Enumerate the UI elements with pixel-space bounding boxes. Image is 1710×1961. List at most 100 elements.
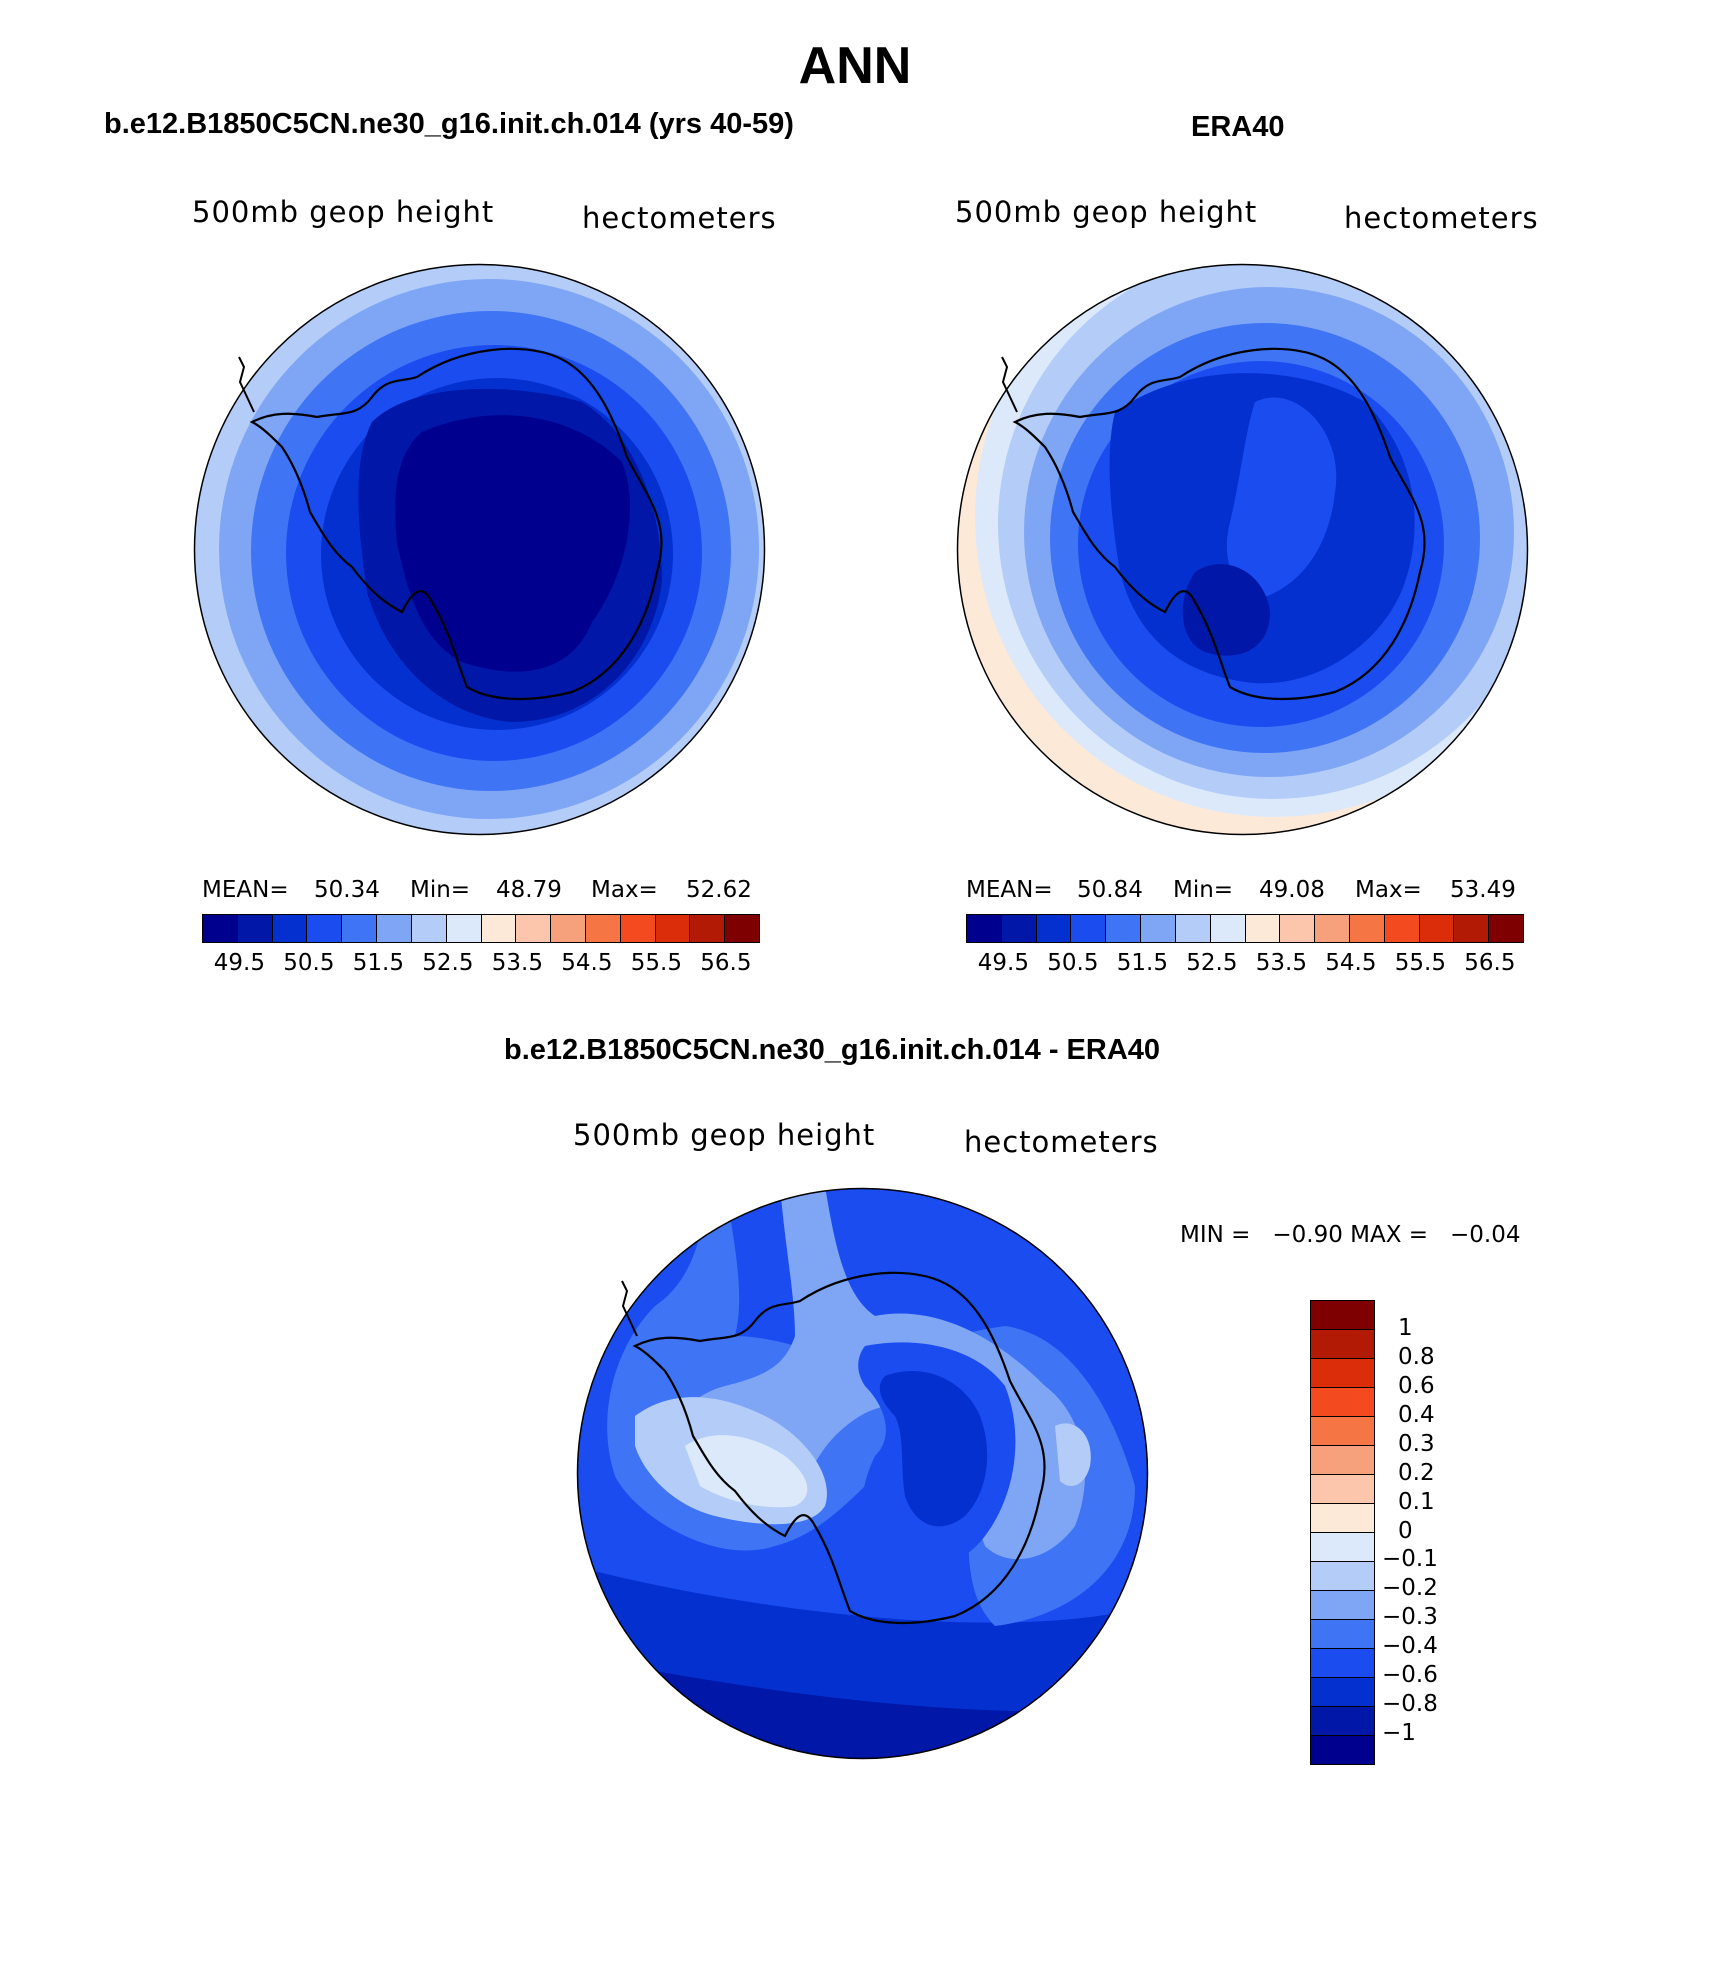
colorbar-tick-label: 54.5: [1325, 950, 1377, 976]
colorbar-swatch: [1311, 1736, 1374, 1764]
colorbar-swatch: [1245, 915, 1281, 942]
colorbar-tick-label: −0.2: [1382, 1575, 1438, 1602]
colorbar-tick-label: −0.6: [1382, 1662, 1438, 1689]
colorbar-tick-label: 53.5: [1255, 950, 1307, 976]
colorbar-swatch: [1311, 1301, 1374, 1330]
colorbar-swatch: [551, 915, 586, 942]
panel-1-colorbar: [202, 914, 760, 943]
colorbar-tick-label: 49.5: [213, 950, 265, 976]
colorbar-swatch: [307, 915, 343, 942]
colorbar-tick-label: 53.5: [491, 950, 543, 976]
difference-colorbar: [1310, 1300, 1375, 1765]
colorbar-tick-label: 51.5: [352, 950, 404, 976]
colorbar-tick-label: 0.3: [1398, 1430, 1435, 1457]
colorbar-swatch: [1210, 915, 1246, 942]
colorbar-tick-label: −0.4: [1382, 1633, 1438, 1660]
colorbar-tick-label: 50.5: [283, 950, 335, 976]
colorbar-swatch: [1106, 915, 1142, 942]
panel-2-colorbar-ticks: 49.5 50.5 51.5 52.5 53.5 54.5 55.5 56.5: [966, 950, 1522, 980]
colorbar-tick-label: 0.2: [1398, 1459, 1435, 1486]
panel-2-min-label: Min=: [1173, 877, 1234, 903]
colorbar-swatch: [1311, 1678, 1374, 1707]
colorbar-tick-label: 0.6: [1398, 1372, 1435, 1399]
colorbar-swatch: [1311, 1533, 1374, 1562]
colorbar-tick-label: 55.5: [630, 950, 682, 976]
colorbar-swatch: [725, 915, 759, 942]
colorbar-tick-label: 54.5: [561, 950, 613, 976]
colorbar-swatch: [481, 915, 517, 942]
colorbar-swatch: [1311, 1475, 1374, 1504]
colorbar-swatch: [1141, 915, 1176, 942]
colorbar-swatch: [1311, 1649, 1374, 1678]
colorbar-swatch: [1311, 1359, 1374, 1388]
panel-1-colorbar-ticks: 49.5 50.5 51.5 52.5 53.5 54.5 55.5 56.5: [202, 950, 758, 980]
colorbar-swatch: [1311, 1446, 1374, 1475]
colorbar-swatch: [1036, 915, 1072, 942]
colorbar-swatch: [237, 915, 273, 942]
panel-2-polar-map: [956, 263, 1529, 836]
colorbar-tick-label: −0.1: [1382, 1546, 1438, 1573]
colorbar-tick-label: 0.4: [1398, 1401, 1435, 1428]
colorbar-tick-label: −0.8: [1382, 1691, 1438, 1718]
colorbar-swatch: [1071, 915, 1107, 942]
colorbar-swatch: [1384, 915, 1420, 942]
colorbar-tick-label: 52.5: [1186, 950, 1238, 976]
colorbar-swatch: [1311, 1707, 1374, 1736]
colorbar-tick-label: 55.5: [1394, 950, 1446, 976]
panel-2-units-label: hectometers: [1344, 201, 1539, 235]
difference-coastline: [632, 1271, 1046, 1625]
panel-2-title: ERA40: [1191, 111, 1285, 143]
colorbar-tick-label: 0.1: [1398, 1488, 1435, 1515]
colorbar-swatch: [1454, 915, 1490, 942]
colorbar-swatch: [446, 915, 482, 942]
panel-1-title: b.e12.B1850C5CN.ne30_g16.init.ch.014 (yr…: [104, 108, 794, 140]
colorbar-swatch: [1311, 1388, 1374, 1417]
panel-1-units-label: hectometers: [582, 201, 777, 235]
colorbar-tick-label: 1: [1398, 1314, 1413, 1341]
panel-1-max-label: Max=: [591, 877, 658, 903]
colorbar-swatch: [1311, 1591, 1374, 1620]
colorbar-swatch: [655, 915, 691, 942]
colorbar-swatch: [272, 915, 308, 942]
panel-2-colorbar: [966, 914, 1524, 943]
difference-variable-label: 500mb geop height: [573, 1118, 876, 1152]
colorbar-swatch: [1311, 1417, 1374, 1446]
colorbar-tick-label: 56.5: [1464, 950, 1516, 976]
panel-1-mean-value: 50.34: [314, 877, 380, 903]
colorbar-swatch: [585, 915, 621, 942]
difference-colorbar-ticks: 1 0.8 0.6 0.4 0.3 0.2 0.1 0 −0.1 −0.2 −0.3 −0.4 −0.6…: [1382, 1300, 1510, 1763]
colorbar-swatch: [411, 915, 447, 942]
colorbar-swatch: [690, 915, 726, 942]
colorbar-tick-label: 50.5: [1047, 950, 1099, 976]
panel-2-max-value: 53.49: [1450, 877, 1516, 903]
colorbar-tick-label: −1: [1382, 1720, 1416, 1747]
colorbar-tick-label: 0.8: [1398, 1343, 1435, 1370]
colorbar-tick-label: 0: [1398, 1517, 1413, 1544]
colorbar-swatch: [1311, 1620, 1374, 1649]
colorbar-swatch: [203, 915, 238, 942]
panel-2-max-label: Max=: [1355, 877, 1422, 903]
colorbar-swatch: [1001, 915, 1037, 942]
panel-1-min-value: 48.79: [496, 877, 562, 903]
figure-title: ANN: [798, 37, 912, 95]
panel-1-coastline: [249, 347, 663, 701]
colorbar-swatch: [1280, 915, 1316, 942]
difference-polar-map: [576, 1187, 1149, 1760]
colorbar-tick-label: −0.3: [1382, 1604, 1438, 1631]
panel-1-max-value: 52.62: [686, 877, 752, 903]
panel-1-variable-label: 500mb geop height: [192, 195, 495, 229]
colorbar-tick-label: 52.5: [422, 950, 474, 976]
panel-1-min-label: Min=: [410, 877, 471, 903]
colorbar-swatch: [1311, 1330, 1374, 1359]
difference-title: b.e12.B1850C5CN.ne30_g16.init.ch.014 - E…: [504, 1034, 1161, 1066]
difference-minmax: MIN = −0.90 MAX = −0.04: [1180, 1222, 1521, 1248]
panel-2-variable-label: 500mb geop height: [955, 195, 1258, 229]
colorbar-swatch: [620, 915, 656, 942]
colorbar-swatch: [1489, 915, 1523, 942]
colorbar-swatch: [516, 915, 552, 942]
colorbar-swatch: [1419, 915, 1455, 942]
panel-1-mean-label: MEAN=: [202, 877, 289, 903]
colorbar-swatch: [1311, 1562, 1374, 1591]
colorbar-swatch: [377, 915, 412, 942]
colorbar-tick-label: 49.5: [977, 950, 1029, 976]
